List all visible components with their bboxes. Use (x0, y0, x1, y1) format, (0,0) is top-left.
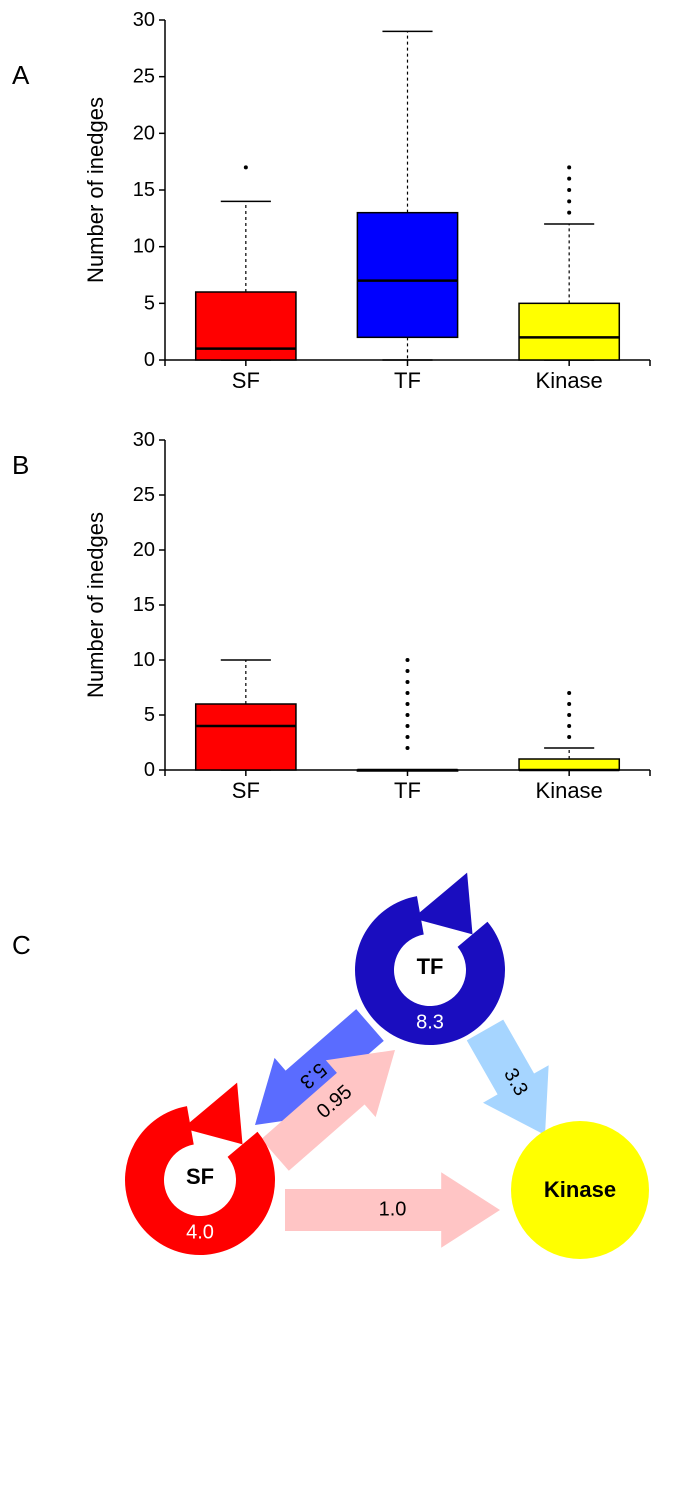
box (357, 213, 457, 338)
outlier-point (567, 702, 571, 706)
node-kinase: Kinase (511, 1121, 649, 1259)
y-axis-title: Number of inedges (83, 97, 108, 283)
y-tick-label: 0 (144, 759, 155, 781)
y-tick-label: 20 (133, 122, 155, 144)
outlier-point (567, 165, 571, 169)
boxplot-b: Number of inedges 0 5 10 15 20 25 30 SF TF Kinase (80, 430, 660, 830)
y-tick-label: 30 (133, 430, 155, 451)
node-tf: TF 8.3 (355, 873, 505, 1045)
outlier-point (406, 669, 410, 673)
outlier-point (567, 713, 571, 717)
panel-c: C 5.30.953.31.0TF8.3SF4.0Kinase (0, 850, 695, 1410)
outlier-point (567, 735, 571, 739)
category-label: SF (232, 778, 260, 803)
y-tick-label: 30 (133, 10, 155, 31)
panel-a-label: A (12, 60, 29, 91)
y-tick-label: 25 (133, 66, 155, 88)
y-tick-label: 25 (133, 484, 155, 506)
y-tick-label: 20 (133, 539, 155, 561)
category-label: Kinase (536, 778, 603, 803)
node-label: TF (417, 954, 444, 979)
outlier-point (567, 177, 571, 181)
panel-b: B Number of inedges 0 5 10 15 20 25 30 SF TF Kinas… (0, 430, 695, 850)
node-label: SF (186, 1164, 214, 1189)
node-label: Kinase (544, 1177, 616, 1202)
outlier-point (567, 199, 571, 203)
node-value: 4.0 (186, 1222, 214, 1244)
y-tick-label: 10 (133, 649, 155, 671)
outlier-point (406, 658, 410, 662)
category-label: SF (232, 368, 260, 393)
y-tick-label: 15 (133, 179, 155, 201)
outlier-point (567, 724, 571, 728)
outlier-point (406, 735, 410, 739)
y-tick-label: 0 (144, 349, 155, 371)
panel-b-label: B (12, 450, 29, 481)
outlier-point (406, 702, 410, 706)
box (519, 759, 619, 770)
diagram-c: 5.30.953.31.0TF8.3SF4.0Kinase (30, 850, 690, 1390)
category-label: TF (394, 778, 421, 803)
edge-label: 1.0 (379, 1198, 407, 1220)
panel-c-label: C (12, 930, 31, 961)
node-sf: SF 4.0 (125, 1083, 275, 1255)
y-tick-label: 10 (133, 236, 155, 258)
box (519, 303, 619, 360)
panel-a: A Number of inedges 0 5 10 15 20 25 30 SF TF Kinas… (0, 0, 695, 430)
outlier-point (567, 691, 571, 695)
y-tick-label: 5 (144, 704, 155, 726)
y-tick-label: 5 (144, 292, 155, 314)
box (196, 704, 296, 770)
y-tick-label: 15 (133, 594, 155, 616)
outlier-point (567, 211, 571, 215)
boxplot-a: Number of inedges 0 5 10 15 20 25 30 SF TF Kinase (80, 10, 660, 420)
outlier-point (406, 724, 410, 728)
outlier-point (406, 680, 410, 684)
outlier-point (244, 165, 248, 169)
outlier-point (406, 713, 410, 717)
outlier-point (406, 691, 410, 695)
y-axis-title: Number of inedges (83, 512, 108, 698)
node-value: 8.3 (416, 1012, 444, 1034)
outlier-point (406, 746, 410, 750)
category-label: TF (394, 368, 421, 393)
outlier-point (567, 188, 571, 192)
category-label: Kinase (536, 368, 603, 393)
